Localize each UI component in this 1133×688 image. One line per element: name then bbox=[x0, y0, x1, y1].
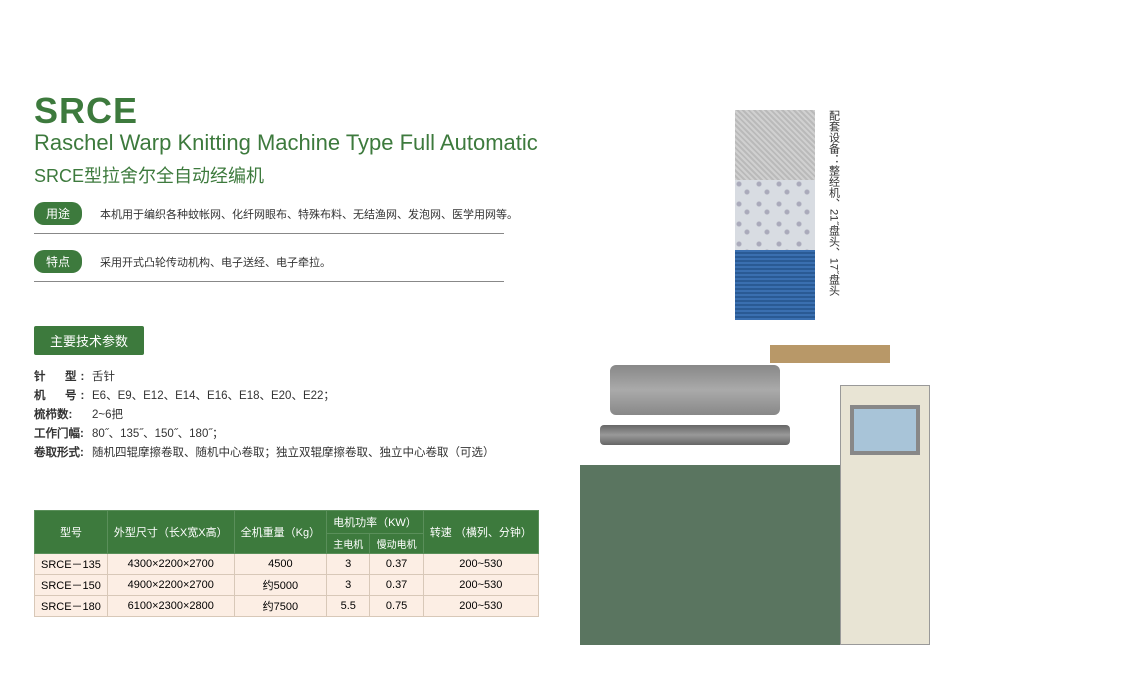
table-cell: 0.37 bbox=[370, 554, 423, 575]
param-value: 舌针 bbox=[92, 368, 115, 384]
usage-text: 本机用于编织各种蚊帐网、化纤网眼布、特殊布料、无结渔网、发泡网、医学用网等。 bbox=[100, 206, 518, 222]
param-value: 随机四辊摩擦卷取、随机中心卷取；独立双辊摩擦卷取、独立中心卷取（可选） bbox=[92, 444, 495, 460]
param-value: 80˝、135˝、150˝、180˝； bbox=[92, 425, 224, 441]
table-cell: 0.75 bbox=[370, 596, 423, 617]
table-cell: 5.5 bbox=[327, 596, 370, 617]
table-cell: SRCE－135 bbox=[35, 554, 108, 575]
divider bbox=[34, 233, 504, 234]
table-cell: 6100×2300×2800 bbox=[107, 596, 234, 617]
machine-photo bbox=[580, 345, 930, 645]
table-cell: 4500 bbox=[234, 554, 326, 575]
param-label: 工作门幅: bbox=[34, 425, 92, 441]
divider bbox=[34, 281, 504, 282]
swatch-mesh bbox=[735, 110, 815, 180]
th-motor: 电机功率（KW） bbox=[327, 511, 424, 534]
table-cell: 200~530 bbox=[423, 596, 538, 617]
param-value: 2~6把 bbox=[92, 406, 123, 422]
feature-pill: 特点 bbox=[34, 250, 82, 273]
param-value: E6、E9、E12、E14、E16、E18、E20、E22； bbox=[92, 387, 335, 403]
table-row: SRCE－1354300×2200×2700450030.37200~530 bbox=[35, 554, 539, 575]
feature-text: 采用开式凸轮传动机构、电子送经、电子牵拉。 bbox=[100, 254, 331, 270]
table-cell: SRCE－150 bbox=[35, 575, 108, 596]
param-label: 机 号: bbox=[34, 387, 92, 403]
table-cell: 3 bbox=[327, 554, 370, 575]
swatch-lace bbox=[735, 180, 815, 250]
table-cell: 200~530 bbox=[423, 554, 538, 575]
table-cell: 3 bbox=[327, 575, 370, 596]
param-label: 针 型: bbox=[34, 368, 92, 384]
accessory-label: 配套设备：整经机、21˝盘头、17˝盘头 bbox=[825, 110, 842, 320]
table-cell: 200~530 bbox=[423, 575, 538, 596]
param-label: 梳栉数: bbox=[34, 406, 92, 422]
usage-pill: 用途 bbox=[34, 202, 82, 225]
swatch-net bbox=[735, 250, 815, 320]
th-motor-main: 主电机 bbox=[327, 534, 370, 554]
params-header: 主要技术参数 bbox=[34, 326, 144, 355]
table-cell: 约7500 bbox=[234, 596, 326, 617]
spec-table: 型号 外型尺寸（长X宽X高） 全机重量（Kg） 电机功率（KW） 转速 （横列、… bbox=[34, 510, 539, 617]
table-cell: SRCE－180 bbox=[35, 596, 108, 617]
param-label: 卷取形式: bbox=[34, 444, 92, 460]
th-motor-slow: 慢动电机 bbox=[370, 534, 423, 554]
table-row: SRCE－1504900×2200×2700约500030.37200~530 bbox=[35, 575, 539, 596]
table-cell: 4300×2200×2700 bbox=[107, 554, 234, 575]
th-model: 型号 bbox=[35, 511, 108, 554]
table-cell: 约5000 bbox=[234, 575, 326, 596]
th-speed: 转速 （横列、分钟） bbox=[423, 511, 538, 554]
table-cell: 4900×2200×2700 bbox=[107, 575, 234, 596]
fabric-swatches: 配套设备：整经机、21˝盘头、17˝盘头 bbox=[735, 110, 842, 320]
table-row: SRCE－1806100×2300×2800约75005.50.75200~53… bbox=[35, 596, 539, 617]
th-size: 外型尺寸（长X宽X高） bbox=[107, 511, 234, 554]
table-cell: 0.37 bbox=[370, 575, 423, 596]
th-weight: 全机重量（Kg） bbox=[234, 511, 326, 554]
